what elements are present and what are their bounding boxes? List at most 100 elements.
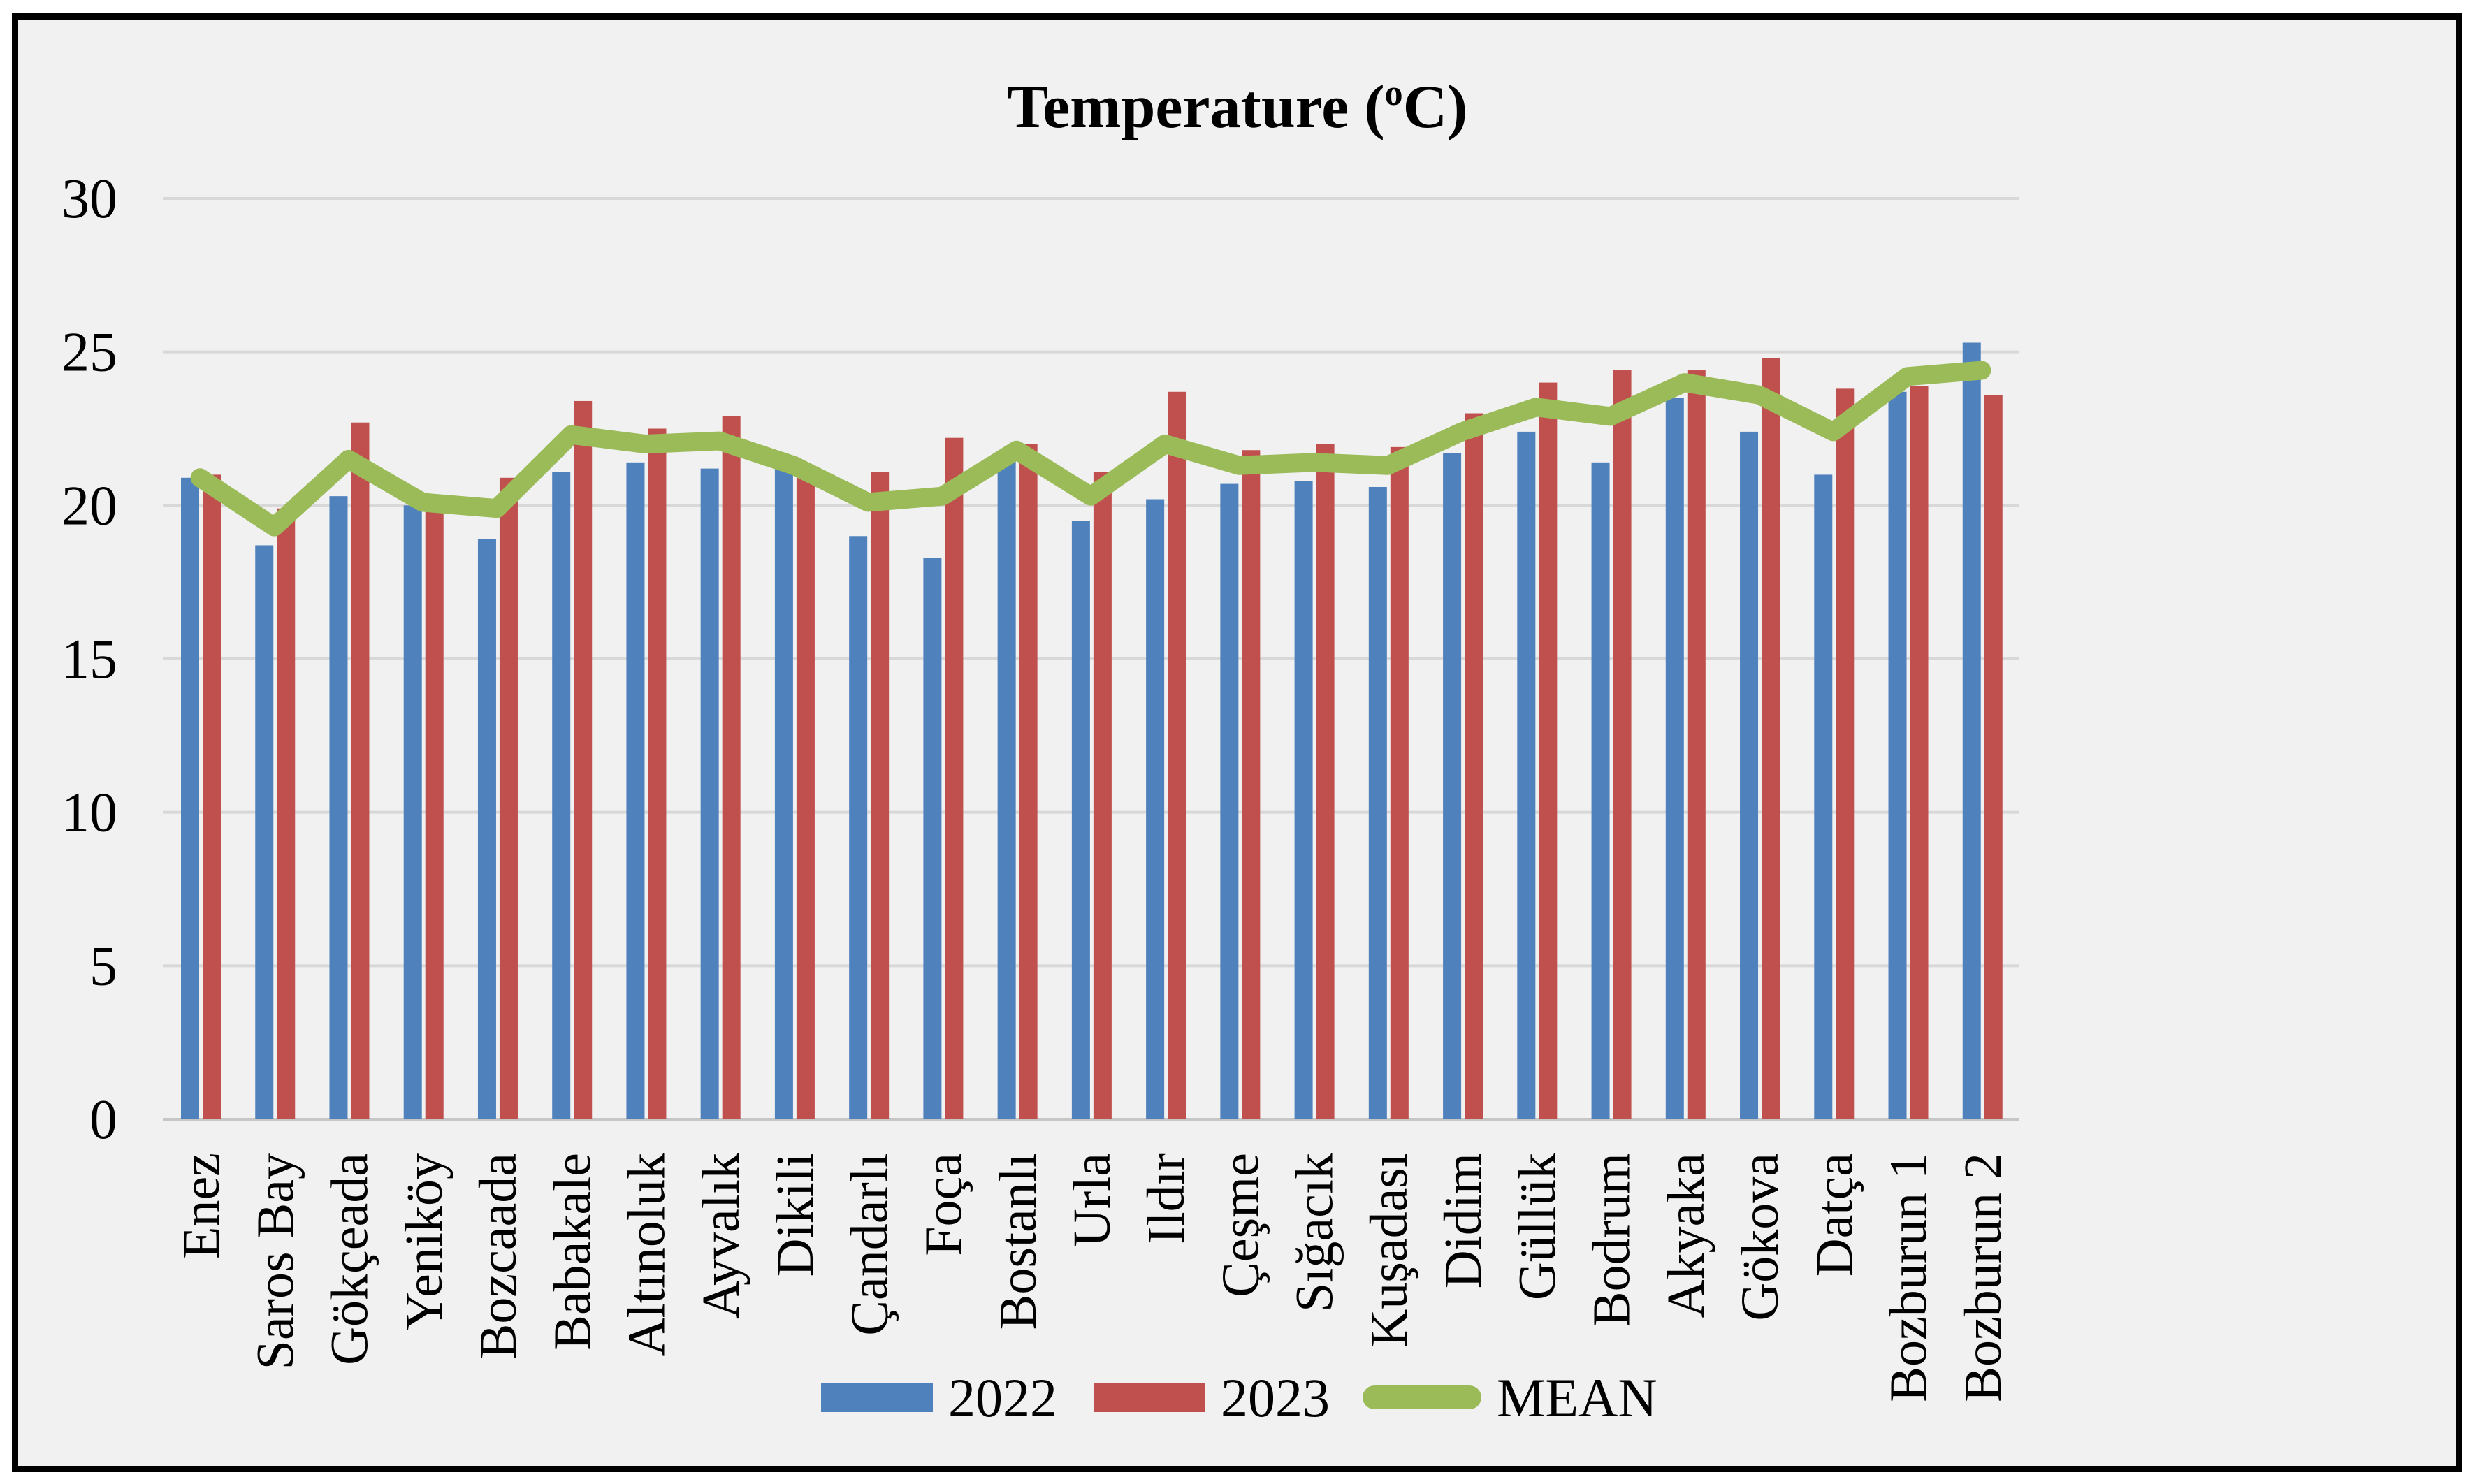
x-tick-label-akyaka: Akyaka	[1657, 1153, 1715, 1318]
bar-2023-dikili	[796, 468, 815, 1119]
bar-2022-ildir	[1146, 499, 1165, 1119]
mean-line	[190, 361, 1991, 537]
bar-2022-kusadasi	[1368, 486, 1387, 1119]
bar-2023-enez	[203, 474, 221, 1119]
x-tick-label-bozburun-1: Bozburun 1	[1880, 1153, 1938, 1402]
bar-2022-candarli	[849, 536, 868, 1119]
bar-2022-datca	[1814, 474, 1833, 1119]
bar-2022-babakale	[552, 472, 571, 1119]
x-tick-label-bozburun-2: Bozburun 2	[1954, 1153, 2012, 1402]
legend-item-mean: MEAN	[1363, 1367, 1657, 1428]
y-axis-labels: 0 5 10 15 20 25 30	[61, 168, 117, 1151]
bar-2022-bozcaada	[477, 539, 496, 1119]
x-tick-label-didim: Didim	[1434, 1153, 1493, 1288]
x-tick-label-datca: Datça	[1805, 1153, 1864, 1276]
x-tick-label-gokceada: Gökçeada	[321, 1153, 379, 1365]
x-tick-label-foca: Foça	[915, 1153, 973, 1256]
bar-2023-ayvalik	[722, 416, 741, 1119]
bar-2023-bodrum	[1613, 370, 1632, 1120]
x-tick-label-bozcaada: Bozcaada	[469, 1153, 528, 1359]
bar-2023-foca	[945, 437, 964, 1119]
bar-2023-kusadasi	[1390, 446, 1409, 1119]
x-tick-label-sigacik: Sığacık	[1286, 1153, 1344, 1312]
x-tick-label-bodrum: Bodrum	[1583, 1153, 1641, 1327]
x-tick-label-ildir: Ildır	[1137, 1153, 1196, 1244]
bar-2022-foca	[923, 558, 942, 1119]
y-tick-label-30: 30	[61, 168, 117, 230]
bar-2022-enez	[181, 477, 199, 1119]
bar-2022-urla	[1071, 521, 1090, 1119]
bar-2023-datca	[1836, 388, 1855, 1119]
legend-label-2023: 2023	[1221, 1367, 1330, 1428]
bar-2022-altinoluk	[626, 462, 645, 1119]
x-tick-label-cesme: Çeşme	[1211, 1153, 1270, 1297]
bar-2022-didim	[1443, 453, 1462, 1119]
x-tick-label-enez: Enez	[172, 1153, 231, 1259]
legend: 2022 2023 MEAN	[821, 1367, 1657, 1428]
x-tick-label-urla: Urla	[1063, 1153, 1122, 1247]
x-tick-label-gulluk: Güllük	[1508, 1153, 1567, 1300]
bar-2022-yenikoy	[403, 505, 422, 1119]
bar-2022-bostanli	[997, 459, 1016, 1119]
bar-2023-gulluk	[1539, 382, 1558, 1119]
y-tick-label-5: 5	[89, 936, 117, 997]
legend-item-2022: 2022	[821, 1367, 1057, 1428]
bar-2023-urla	[1093, 472, 1112, 1119]
bar-2022-dikili	[774, 462, 793, 1119]
legend-swatch-2023	[1094, 1383, 1205, 1412]
bar-2023-sigacik	[1316, 444, 1335, 1119]
bars-2023	[203, 358, 2003, 1120]
bar-2023-ildir	[1168, 391, 1186, 1119]
bar-2022-gokova	[1740, 431, 1759, 1119]
bar-2022-akyaka	[1665, 398, 1684, 1119]
x-tick-label-babakale: Babakale	[543, 1153, 602, 1351]
bar-2022-bozburun-2	[1962, 342, 1981, 1119]
bar-2022-gokceada	[329, 496, 348, 1119]
legend-label-2022: 2022	[948, 1367, 1057, 1428]
x-tick-label-gokova: Gökova	[1731, 1153, 1790, 1321]
bar-2022-gulluk	[1517, 431, 1536, 1119]
bar-2023-yenikoy	[425, 502, 444, 1119]
bar-2022-sigacik	[1294, 481, 1313, 1119]
bar-2022-bodrum	[1591, 462, 1610, 1119]
x-tick-label-candarli: Çandarlı	[840, 1153, 899, 1336]
bar-2023-bostanli	[1019, 444, 1038, 1119]
y-tick-label-10: 10	[61, 783, 117, 844]
x-tick-label-bostanli: Bostanlı	[989, 1153, 1047, 1330]
x-tick-label-dikili: Dikili	[766, 1153, 825, 1276]
bar-2023-bozcaada	[499, 477, 518, 1119]
legend-line-swatch-mean	[1363, 1385, 1481, 1409]
y-tick-label-15: 15	[61, 629, 117, 690]
bars-2022	[181, 342, 1981, 1119]
bar-2023-babakale	[574, 400, 593, 1120]
y-tick-label-0: 0	[89, 1089, 117, 1151]
bar-2023-candarli	[871, 472, 890, 1119]
bar-2023-altinoluk	[648, 428, 667, 1119]
x-tick-label-saros-bay: Saros Bay	[246, 1153, 305, 1369]
bar-2023-gokova	[1762, 358, 1780, 1119]
x-tick-label-ayvalik: Ayvalık	[692, 1153, 750, 1319]
legend-label-mean: MEAN	[1497, 1367, 1657, 1428]
x-tick-label-kusadasi: Kuşadası	[1360, 1153, 1418, 1348]
legend-item-2023: 2023	[1094, 1367, 1330, 1428]
bar-2023-didim	[1465, 413, 1483, 1119]
bar-2022-saros-bay	[255, 545, 274, 1119]
chart-title: Temperature (oC)	[1008, 73, 1468, 141]
bar-2023-bozburun-1	[1910, 385, 1929, 1119]
x-axis-labels: Enez Saros Bay Gökçeada Yeniköy Bozcaada Baba…	[172, 1153, 2012, 1402]
y-tick-label-25: 25	[61, 322, 117, 384]
x-tick-label-altinoluk: Altınoluk	[618, 1153, 676, 1356]
legend-swatch-2022	[821, 1383, 933, 1412]
bar-2022-bozburun-1	[1888, 391, 1907, 1119]
bar-2023-saros-bay	[277, 508, 296, 1119]
x-tick-label-yenikoy: Yeniköy	[395, 1153, 453, 1330]
bar-2022-cesme	[1220, 483, 1239, 1119]
bar-2023-bozburun-2	[1984, 395, 2003, 1119]
bar-2023-gokceada	[351, 422, 370, 1119]
bar-2023-akyaka	[1687, 370, 1706, 1120]
y-tick-label-20: 20	[61, 475, 117, 537]
bar-2023-cesme	[1242, 450, 1261, 1119]
bar-2022-ayvalik	[700, 468, 719, 1119]
